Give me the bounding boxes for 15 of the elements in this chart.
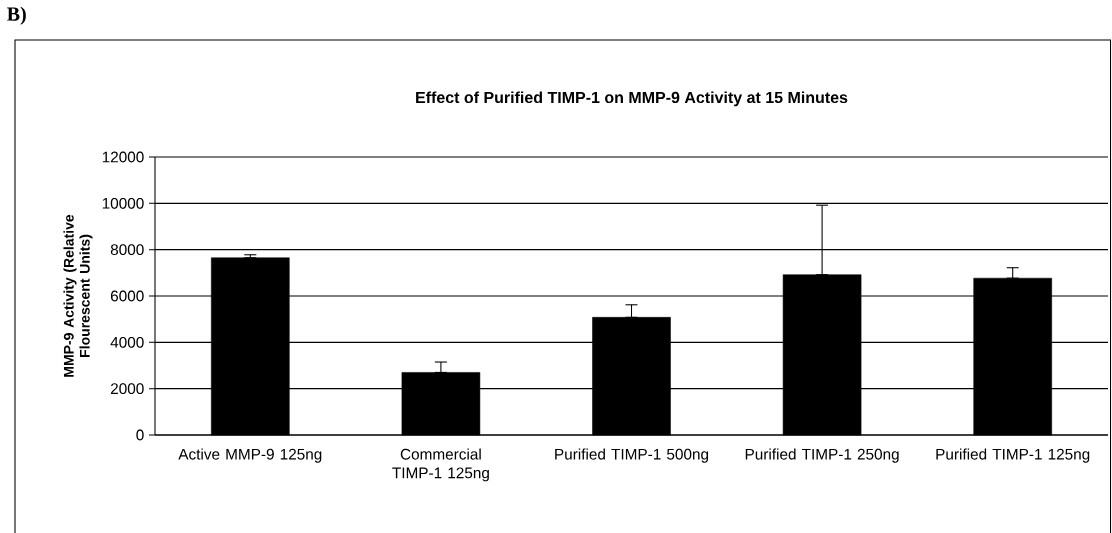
x-tick-label: Commercial TIMP-1 125ng	[392, 448, 489, 482]
y-tick-label: 2000	[110, 383, 144, 395]
x-tick-label: Active MMP-9 125ng	[178, 448, 322, 463]
x-tick-label: Purified TIMP-1 500ng	[555, 448, 709, 463]
y-tick-label: 12000	[102, 151, 144, 163]
x-tick-label: Purified TIMP-1 125ng	[936, 448, 1090, 463]
y-tick-label: 6000	[110, 290, 144, 302]
chart-title: Effect of Purified TIMP-1 on MMP-9 Activity at 15 Minutes	[416, 91, 848, 107]
text: B)	[7, 6, 26, 25]
y-tick-label: 4000	[110, 336, 144, 348]
y-tick-label: 0	[136, 429, 144, 441]
y-tick-label: 8000	[110, 244, 144, 256]
y-axis-title: MMP-9 Activity (Relative Flourescent Units)	[63, 214, 93, 377]
x-tick-label: Purified TIMP-1 250ng	[745, 448, 899, 463]
y-tick-label: 10000	[102, 197, 144, 209]
